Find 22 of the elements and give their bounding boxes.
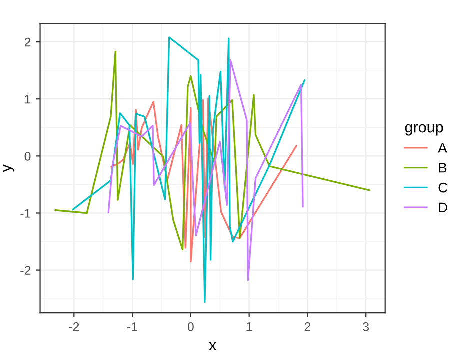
y-tick-label: 1 — [25, 95, 31, 104]
line-series — [110, 98, 298, 263]
y-tick-label: 0 — [24, 152, 31, 161]
y-tick-label: -1 — [20, 209, 31, 218]
x-tick-label: 1 — [246, 322, 252, 332]
y-tick-label: -2 — [20, 266, 31, 275]
line-series — [72, 36, 306, 304]
legend-label: C — [438, 182, 448, 193]
x-tick-label: -1 — [128, 322, 138, 332]
y-tick-label: 2 — [24, 38, 31, 47]
x-tick-label: 3 — [363, 322, 370, 332]
x-axis-title: x — [209, 342, 216, 350]
line-series — [108, 59, 304, 282]
legend-label: B — [439, 163, 447, 173]
legend-label: A — [438, 143, 448, 153]
legend-label: D — [439, 202, 448, 212]
legend-title: group — [405, 124, 444, 136]
x-tick-label: 0 — [188, 322, 194, 332]
x-tick-label: 2 — [304, 322, 311, 332]
y-axis-title: y — [3, 164, 15, 172]
x-tick-label: -2 — [69, 322, 80, 332]
line-series — [54, 50, 370, 251]
